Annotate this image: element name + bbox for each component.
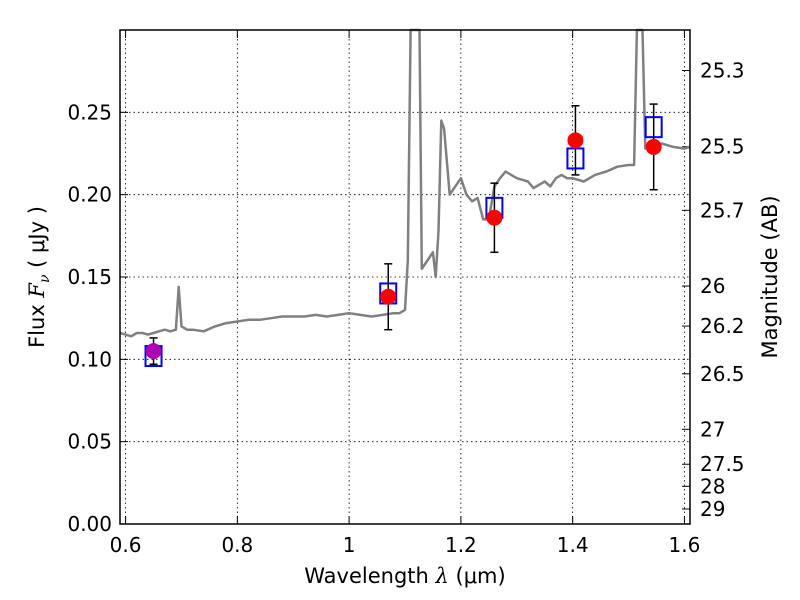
y2-tick-label: 26.2 — [700, 314, 745, 338]
observed-point — [380, 288, 397, 305]
x-tick-label: 0.6 — [110, 533, 142, 557]
x-tick-label: 1.2 — [445, 533, 477, 557]
observed-point — [145, 343, 162, 360]
y-axis-label: Flux Fν ( μJy ) — [25, 206, 53, 348]
y2-tick-label: 25.7 — [700, 198, 745, 222]
ticks — [120, 30, 690, 525]
y-tick-label: 0.15 — [67, 265, 112, 289]
y2-tick-label: 28 — [700, 474, 725, 498]
y2-tick-label: 26 — [700, 274, 725, 298]
y-tick-label: 0.25 — [67, 100, 112, 124]
x-tick-label: 1.4 — [557, 533, 589, 557]
observed-point — [567, 132, 584, 149]
x-tick-label: 1 — [343, 533, 356, 557]
y2-tick-label: 27.5 — [700, 452, 745, 476]
y-tick-labels: 0.00 0.05 0.10 0.15 0.20 0.25 — [67, 100, 112, 536]
x-axis-label: Wavelength λ (μm) — [304, 564, 505, 588]
y2-tick-label: 26.5 — [700, 362, 745, 386]
y-tick-label: 0.00 — [67, 512, 112, 536]
y-tick-label: 0.05 — [67, 430, 112, 454]
observed-point — [645, 138, 662, 155]
y2-tick-label: 27 — [700, 417, 725, 441]
plot-frame — [119, 29, 691, 525]
x-tick-label: 1.6 — [669, 533, 701, 557]
y2-tick-label: 29 — [700, 497, 725, 521]
x-tick-label: 0.8 — [221, 533, 253, 557]
y2-tick-label: 25.3 — [700, 59, 745, 83]
y-tick-label: 0.10 — [67, 347, 112, 371]
y-tick-label: 0.20 — [67, 183, 112, 207]
spectrum-layer — [119, 28, 691, 338]
markers-layer — [144, 103, 663, 368]
y2-tick-label: 25.5 — [700, 135, 745, 159]
spectrum-line — [119, 28, 691, 338]
observed-point — [486, 209, 503, 226]
x-tick-labels: 0.6 0.8 1 1.2 1.4 1.6 — [110, 533, 701, 557]
y2-axis-label: Magnitude (AB) — [758, 195, 782, 358]
